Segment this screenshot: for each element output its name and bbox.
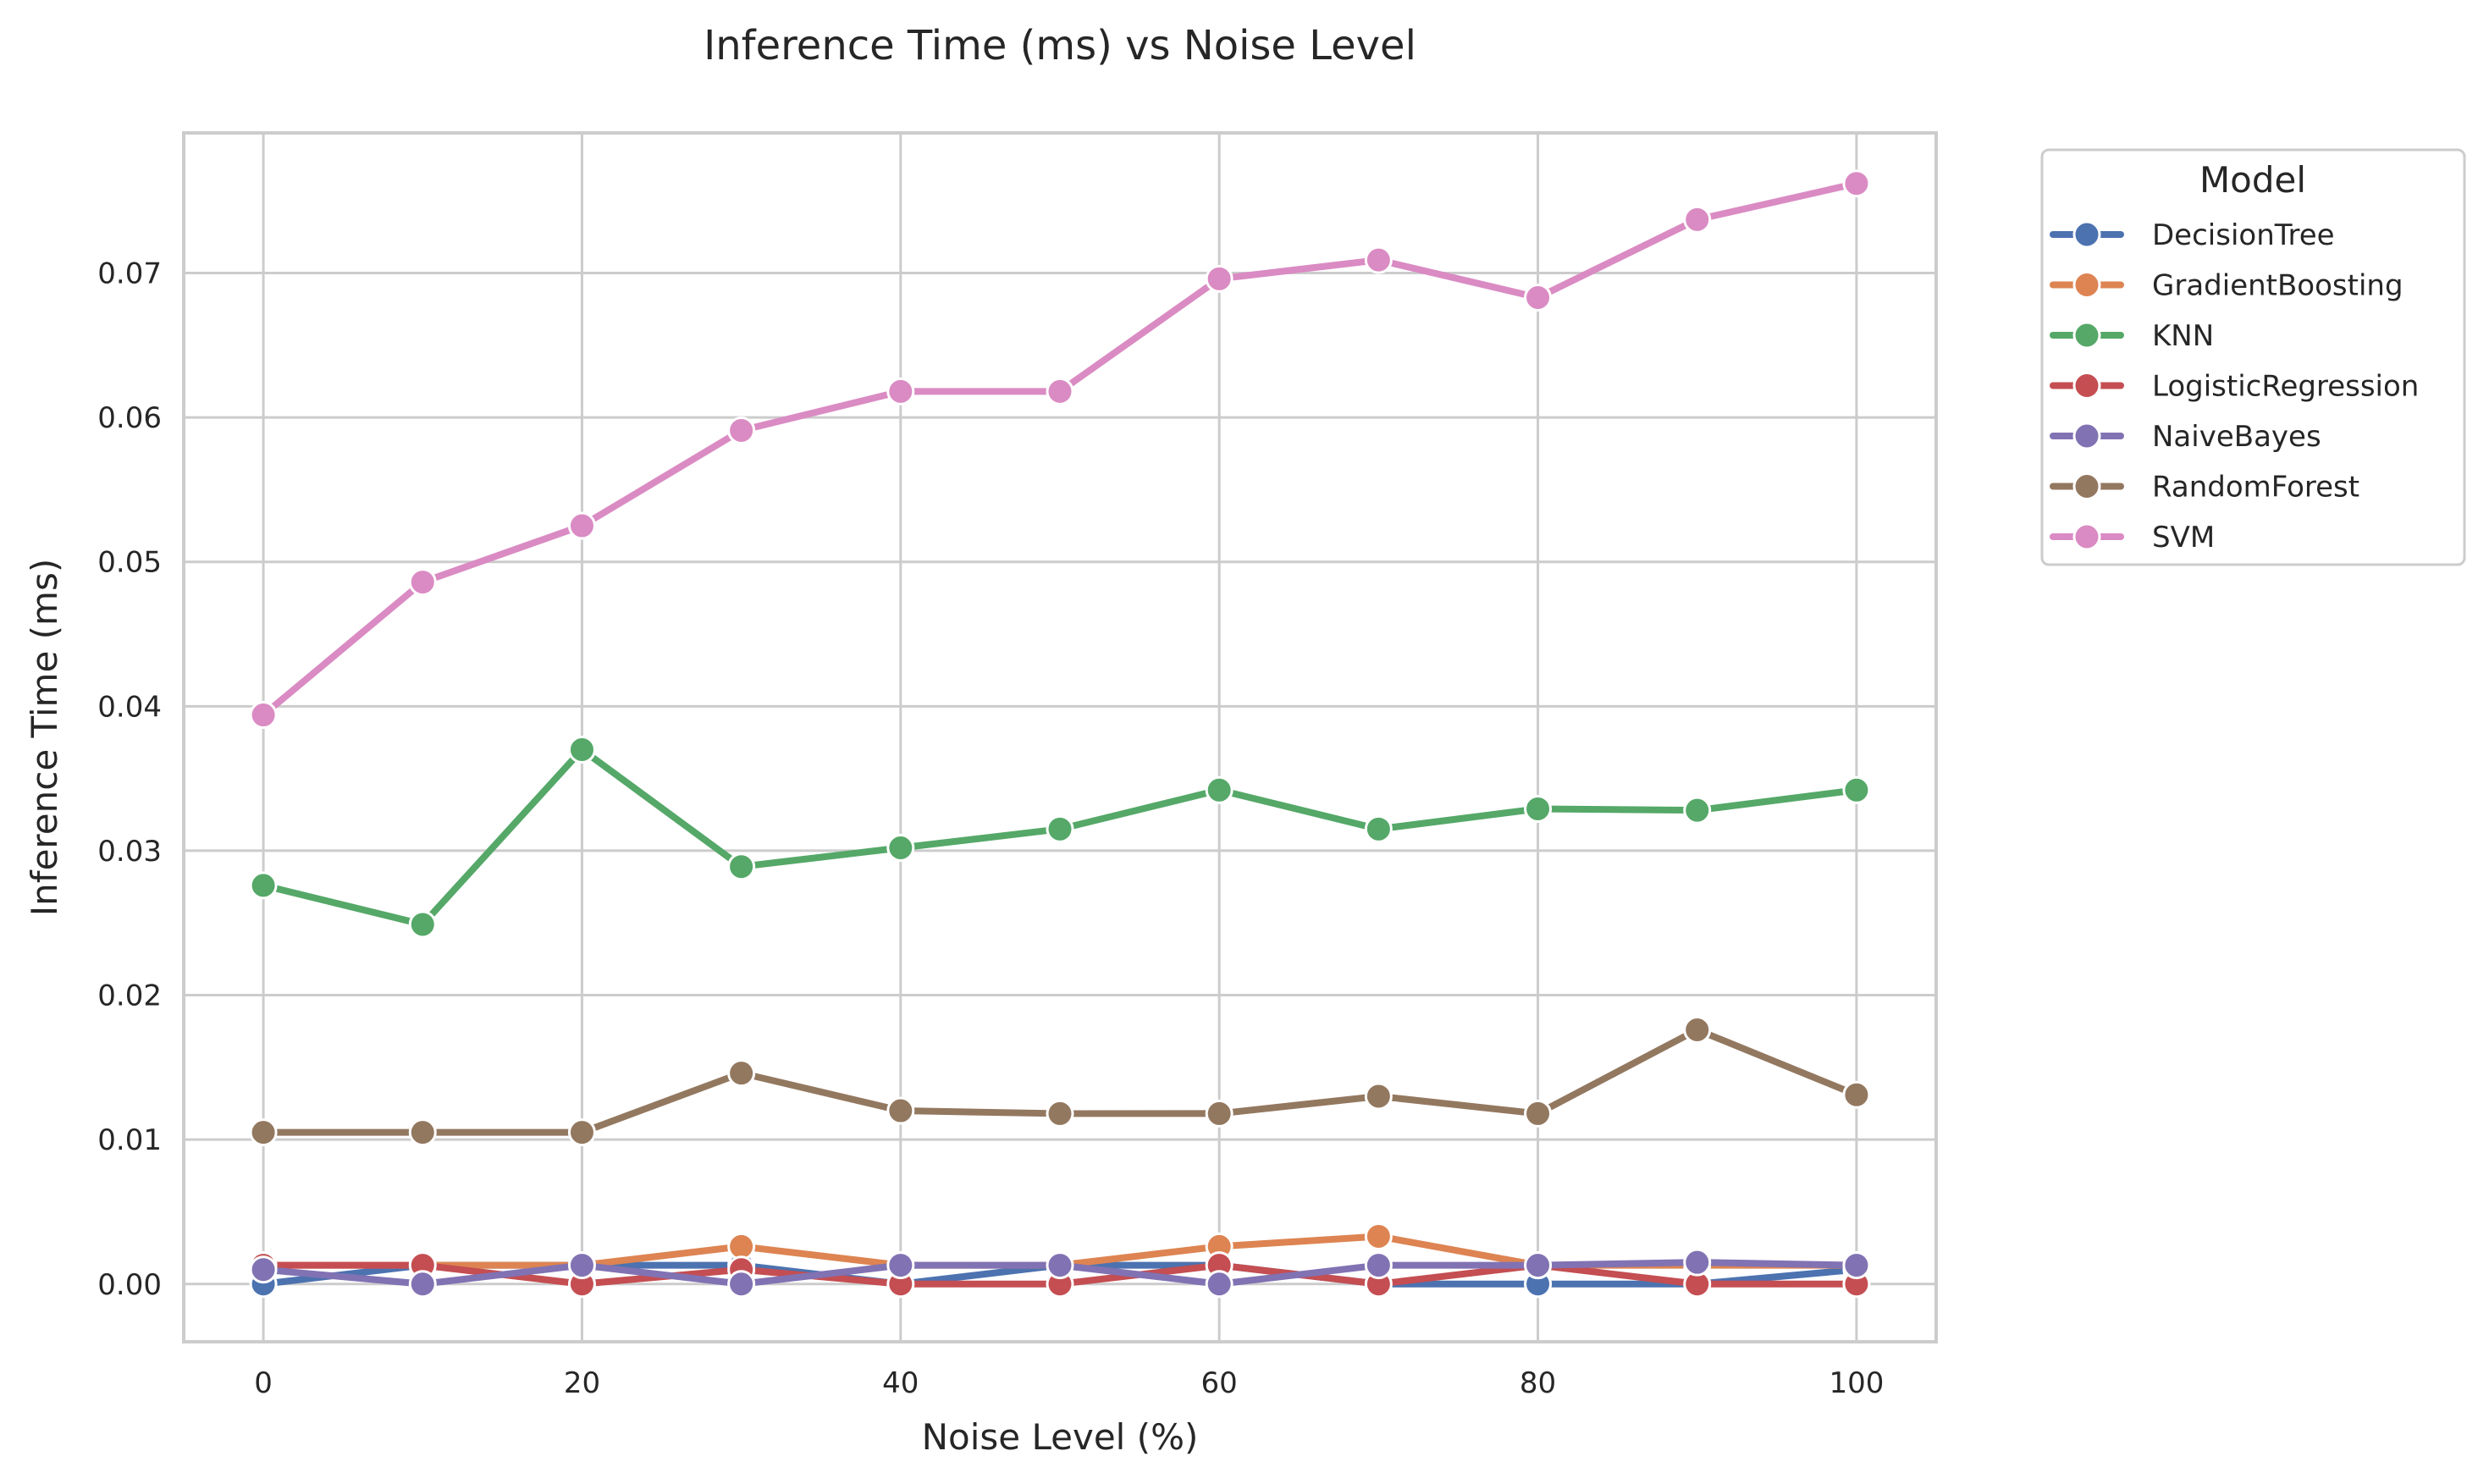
- data-point: [1205, 264, 1233, 293]
- legend-item-randomforest: RandomForest: [2050, 471, 2359, 505]
- data-point: [1842, 775, 1871, 804]
- legend-title: Model: [2199, 159, 2306, 201]
- data-point: [408, 1270, 437, 1299]
- legend: Model DecisionTree GradientBoosting KNN Log…: [2040, 148, 2466, 566]
- legend-marker-swatch: [2072, 321, 2101, 350]
- data-point: [1683, 1015, 1712, 1044]
- x-tick-label: 40: [882, 1366, 919, 1400]
- data-point: [249, 701, 278, 730]
- legend-marker-swatch: [2072, 422, 2101, 450]
- data-point: [1205, 1270, 1233, 1299]
- data-point: [727, 416, 756, 444]
- data-point: [1683, 205, 1712, 234]
- legend-box: [2040, 148, 2466, 566]
- data-point: [249, 871, 278, 900]
- data-point: [727, 1059, 756, 1088]
- legend-items: DecisionTree GradientBoosting KNN LogisticR…: [2050, 218, 2419, 554]
- data-point: [1364, 1222, 1393, 1250]
- x-tick-label: 20: [564, 1366, 600, 1400]
- legend-item-knn: KNN: [2050, 319, 2214, 353]
- series-randomforest: [249, 1015, 1871, 1147]
- y-axis-label: Inference Time (ms): [24, 559, 65, 916]
- data-point: [567, 511, 596, 540]
- legend-marker-swatch: [2072, 372, 2101, 400]
- data-point: [1364, 1251, 1393, 1280]
- legend-label: DecisionTree: [2152, 218, 2335, 252]
- data-point: [1205, 775, 1233, 804]
- y-tick-label: 0.03: [97, 835, 162, 869]
- data-point: [1046, 814, 1074, 843]
- data-point: [1046, 1251, 1074, 1280]
- legend-label: RandomForest: [2152, 471, 2359, 505]
- series-svm: [249, 169, 1871, 730]
- data-point: [886, 1096, 915, 1125]
- legend-label: GradientBoosting: [2152, 269, 2403, 303]
- data-point: [1364, 814, 1393, 843]
- data-point: [1364, 245, 1393, 274]
- y-tick-label: 0.04: [97, 690, 162, 724]
- legend-item-svm: SVM: [2050, 521, 2215, 554]
- data-point: [727, 852, 756, 881]
- legend-item-logisticregression: LogisticRegression: [2050, 370, 2419, 404]
- y-tick-label: 0.07: [97, 257, 162, 290]
- data-point: [567, 1251, 596, 1280]
- data-point: [1046, 1099, 1074, 1128]
- x-axis-ticks: 0 20 40 60 80 100: [254, 1366, 1884, 1400]
- plot-area: [249, 169, 1871, 1299]
- data-point: [1524, 794, 1553, 823]
- data-point: [1524, 1099, 1553, 1128]
- grid: [184, 133, 1936, 1342]
- series-knn: [249, 736, 1871, 939]
- data-point: [249, 1118, 278, 1147]
- legend-marker-swatch: [2072, 472, 2101, 500]
- y-tick-label: 0.06: [97, 401, 162, 435]
- data-point: [408, 568, 437, 597]
- data-point: [408, 1118, 437, 1147]
- x-axis-label: Noise Level (%): [922, 1416, 1199, 1458]
- legend-label: SVM: [2152, 521, 2215, 554]
- data-point: [886, 1251, 915, 1280]
- legend-marker-swatch: [2072, 220, 2101, 249]
- x-tick-label: 0: [254, 1366, 273, 1400]
- y-tick-label: 0.02: [97, 979, 162, 1013]
- data-point: [1842, 1080, 1871, 1109]
- data-point: [408, 910, 437, 939]
- x-tick-label: 80: [1520, 1366, 1556, 1400]
- data-point: [567, 736, 596, 764]
- axes-frame: [182, 131, 1938, 1343]
- data-point: [1524, 1251, 1553, 1280]
- data-point: [1683, 1248, 1712, 1277]
- series-naivebayes: [249, 1248, 1871, 1299]
- series-line: [260, 179, 1860, 719]
- legend-label: KNN: [2152, 319, 2214, 353]
- data-point: [886, 834, 915, 863]
- data-point: [249, 1255, 278, 1284]
- y-tick-label: 0.05: [97, 546, 162, 580]
- y-tick-label: 0.00: [97, 1268, 162, 1302]
- y-tick-label: 0.01: [97, 1123, 162, 1157]
- legend-label: LogisticRegression: [2152, 370, 2419, 404]
- data-point: [727, 1270, 756, 1299]
- legend-marker-swatch: [2072, 271, 2101, 299]
- data-point: [1842, 169, 1871, 198]
- data-point: [1842, 1251, 1871, 1280]
- x-tick-label: 60: [1201, 1366, 1238, 1400]
- legend-marker-swatch: [2072, 522, 2101, 551]
- y-axis-ticks: 0.00 0.01 0.02 0.03 0.04 0.05 0.06 0.07: [97, 257, 162, 1301]
- x-tick-label: 100: [1829, 1366, 1884, 1400]
- data-point: [1524, 283, 1553, 312]
- legend-item-decisiontree: DecisionTree: [2050, 218, 2335, 252]
- chart-title: Inference Time (ms) vs Noise Level: [704, 22, 1416, 69]
- data-point: [1364, 1082, 1393, 1111]
- data-point: [1683, 796, 1712, 825]
- data-point: [886, 377, 915, 405]
- data-point: [567, 1118, 596, 1147]
- legend-label: NaiveBayes: [2152, 420, 2321, 454]
- data-point: [1046, 377, 1074, 405]
- legend-item-gradientboosting: GradientBoosting: [2050, 269, 2403, 303]
- data-point: [727, 1232, 756, 1261]
- data-point: [1205, 1099, 1233, 1128]
- legend-item-naivebayes: NaiveBayes: [2050, 420, 2321, 454]
